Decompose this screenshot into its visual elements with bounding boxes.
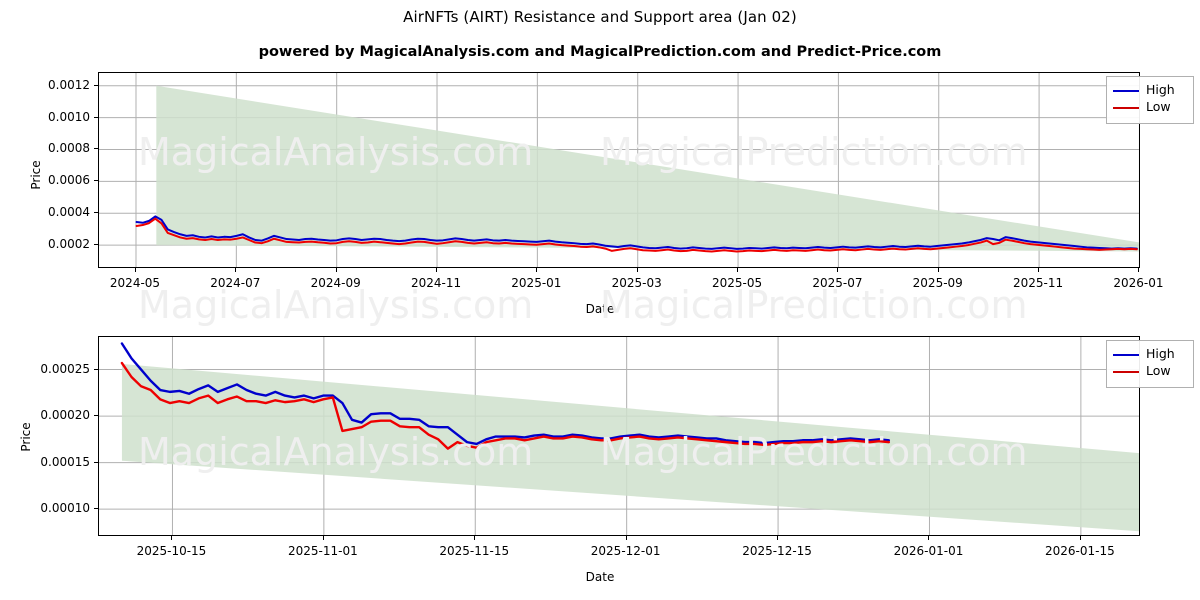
y-tick-label: 0.0002 bbox=[48, 237, 90, 252]
y-tick-mark bbox=[94, 508, 98, 510]
x-tick-label: 2025-10-15 bbox=[136, 544, 207, 558]
x-tick-mark bbox=[928, 536, 930, 540]
low-line-swatch bbox=[1113, 370, 1139, 373]
x-tick-label: 2024-09 bbox=[310, 276, 361, 290]
x-tick-label: 2024-05 bbox=[109, 276, 161, 290]
y-tick-mark bbox=[94, 244, 98, 246]
x-tick-label: 2025-07 bbox=[812, 276, 863, 290]
x-tick-label: 2024-07 bbox=[210, 276, 261, 290]
x-tick-mark bbox=[171, 536, 173, 540]
x-tick-label: 2025-11-15 bbox=[439, 544, 510, 558]
y-tick-label: 0.0006 bbox=[48, 173, 90, 188]
x-tick-mark bbox=[335, 268, 337, 272]
high-line-swatch bbox=[1113, 89, 1139, 92]
y-tick-label: 0.0004 bbox=[48, 205, 90, 220]
y-tick-label: 0.0010 bbox=[48, 109, 90, 124]
upper-plot-area bbox=[98, 72, 1140, 268]
x-tick-label: 2025-05 bbox=[711, 276, 763, 290]
series-line-low bbox=[120, 361, 891, 450]
x-tick-label: 2026-01-01 bbox=[893, 544, 964, 558]
x-tick-label: 2025-09 bbox=[912, 276, 963, 290]
lower-plot-svg bbox=[99, 337, 1139, 535]
legend-row-low: Low bbox=[1113, 99, 1185, 116]
legend-row-low: Low bbox=[1113, 363, 1185, 380]
series-line-high bbox=[135, 215, 1138, 250]
x-tick-label: 2025-01 bbox=[511, 276, 562, 290]
legend-label-low: Low bbox=[1146, 99, 1171, 115]
lower-chart-panel: Price Date 0.00010 0.00015 0.00020 0.00025 … bbox=[0, 320, 1200, 600]
legend-row-high: High bbox=[1113, 346, 1185, 363]
upper-x-axis-label: Date bbox=[585, 302, 615, 316]
low-line-swatch bbox=[1113, 106, 1139, 109]
y-tick-mark bbox=[94, 180, 98, 182]
y-tick-label: 0.00010 bbox=[40, 501, 90, 516]
y-tick-label: 0.0008 bbox=[48, 141, 90, 156]
series-line-low bbox=[135, 217, 1138, 253]
series-line-high bbox=[120, 342, 891, 446]
x-tick-mark bbox=[235, 268, 237, 272]
upper-plot-svg bbox=[99, 73, 1139, 267]
y-tick-mark bbox=[94, 415, 98, 417]
x-tick-label: 2025-12-15 bbox=[742, 544, 812, 558]
x-tick-label: 2026-01 bbox=[1113, 276, 1164, 290]
x-tick-mark bbox=[436, 268, 438, 272]
upper-legend: High Low bbox=[1106, 76, 1194, 124]
high-line-swatch bbox=[1113, 353, 1139, 356]
y-tick-label: 0.0012 bbox=[48, 77, 90, 92]
page-subtitle: powered by MagicalAnalysis.com and Magic… bbox=[258, 44, 942, 60]
x-tick-mark bbox=[937, 268, 939, 272]
y-tick-label: 0.00025 bbox=[40, 361, 90, 376]
x-tick-label: 2025-11 bbox=[1013, 276, 1064, 290]
x-tick-mark bbox=[1138, 268, 1140, 272]
y-tick-mark bbox=[94, 212, 98, 214]
page-title: AirNFTs (AIRT) Resistance and Support ar… bbox=[403, 8, 797, 26]
x-tick-label: 2024-11 bbox=[410, 276, 462, 290]
x-tick-mark bbox=[837, 268, 839, 272]
x-tick-mark bbox=[777, 536, 779, 540]
x-tick-label: 2025-12-01 bbox=[590, 544, 661, 558]
x-tick-mark bbox=[474, 536, 476, 540]
upper-chart-panel: Price Date 0.0002 0.0004 0.0006 0.0008 0.001… bbox=[29, 72, 1194, 316]
lower-legend: High Low bbox=[1106, 340, 1194, 388]
y-tick-mark bbox=[94, 148, 98, 150]
x-tick-mark bbox=[134, 268, 136, 272]
lower-plot-area bbox=[98, 336, 1140, 536]
y-tick-mark bbox=[94, 116, 98, 118]
y-tick-mark bbox=[94, 84, 98, 86]
y-tick-mark bbox=[94, 461, 98, 463]
y-tick-label: 0.00015 bbox=[40, 454, 90, 469]
x-tick-label: 2025-03 bbox=[611, 276, 662, 290]
x-tick-label: 2025-11-01 bbox=[287, 544, 358, 558]
legend-row-high: High bbox=[1113, 82, 1185, 99]
x-tick-mark bbox=[1079, 536, 1081, 540]
lower-x-axis-label: Date bbox=[585, 570, 615, 584]
y-tick-mark bbox=[94, 368, 98, 370]
y-tick-label: 0.00020 bbox=[40, 408, 90, 423]
support-resistance-band bbox=[156, 85, 1139, 252]
x-tick-mark bbox=[1038, 268, 1040, 272]
x-tick-mark bbox=[737, 268, 739, 272]
x-tick-mark bbox=[636, 268, 638, 272]
support-resistance-band bbox=[121, 363, 1139, 532]
legend-label-high: High bbox=[1146, 82, 1175, 98]
x-tick-label: 2026-01-15 bbox=[1045, 544, 1115, 558]
legend-label-low: Low bbox=[1146, 363, 1171, 379]
x-tick-mark bbox=[322, 536, 324, 540]
x-tick-mark bbox=[536, 268, 538, 272]
x-tick-mark bbox=[625, 536, 627, 540]
legend-label-high: High bbox=[1146, 346, 1175, 362]
